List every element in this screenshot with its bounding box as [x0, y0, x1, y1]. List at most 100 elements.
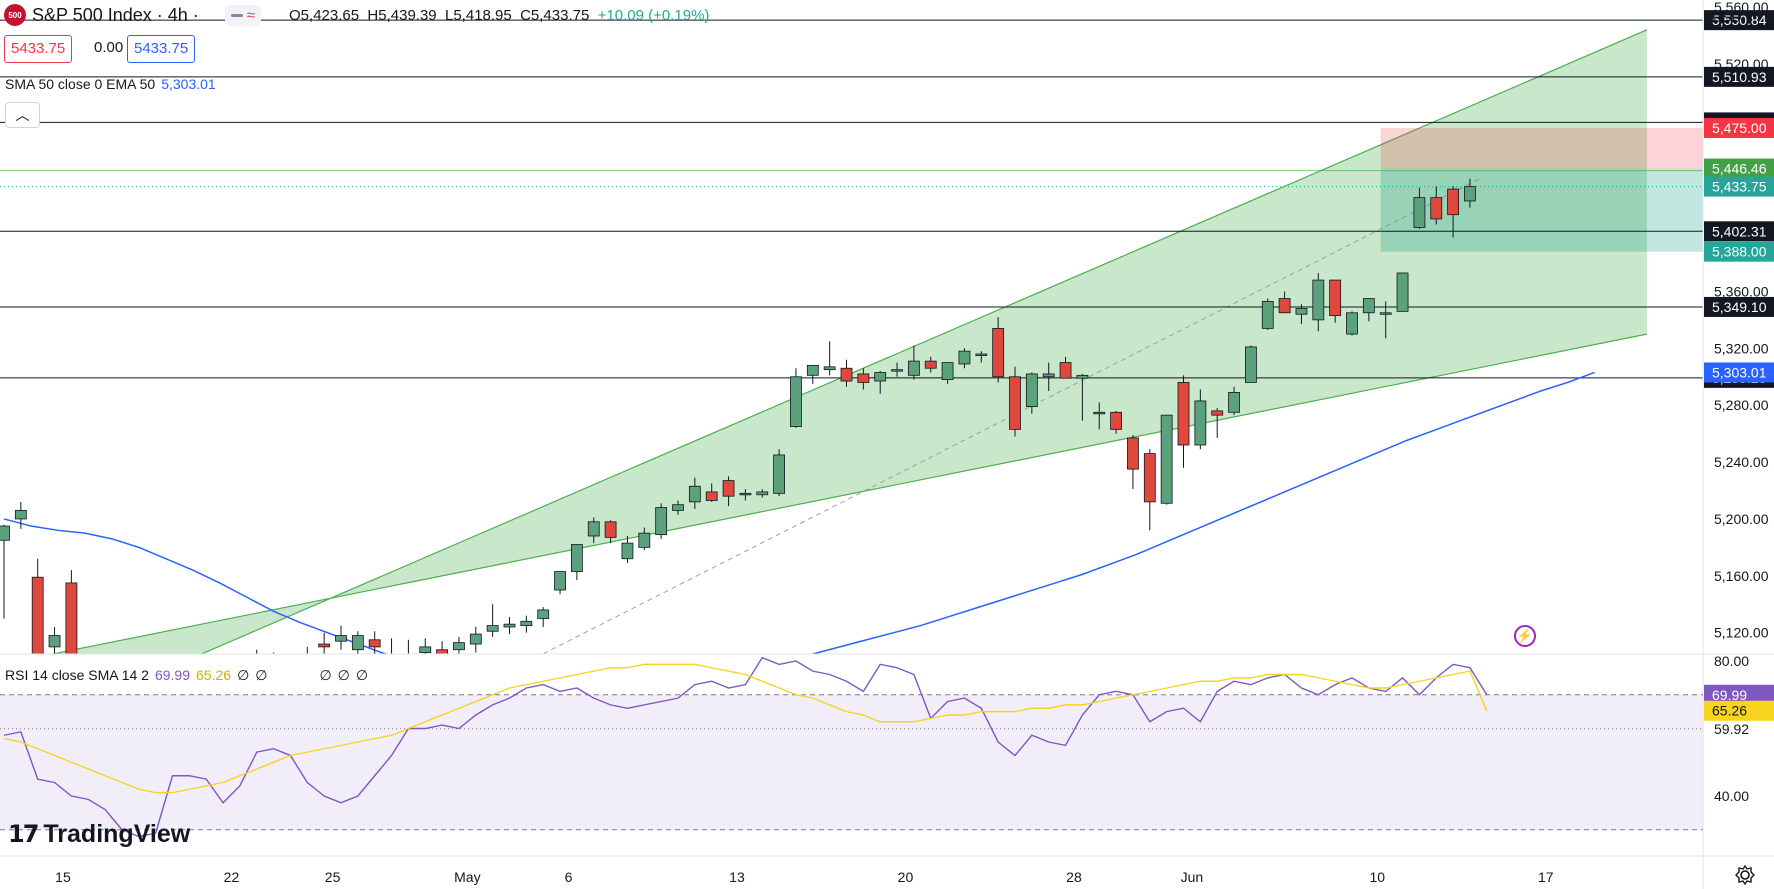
candle — [587, 517, 600, 544]
candle — [1379, 301, 1392, 339]
candle — [924, 356, 937, 373]
candle-body — [351, 635, 364, 651]
candle — [419, 638, 432, 654]
price-tag: 5,475.00 — [1712, 120, 1767, 136]
candle — [537, 607, 550, 627]
candle — [1177, 375, 1190, 468]
candle-body — [201, 690, 212, 693]
price-tag-bg — [1704, 176, 1774, 197]
candle-body — [655, 507, 668, 535]
price-tick-label: 5,280.00 — [1714, 397, 1769, 413]
candle — [1413, 187, 1426, 229]
level-price-tag: 5,349.10 — [1712, 299, 1767, 315]
time-tick-label: 28 — [1066, 869, 1082, 885]
candle — [1245, 345, 1257, 383]
candle — [503, 617, 516, 635]
candle-body — [773, 454, 785, 494]
candle — [520, 615, 533, 633]
candle — [1143, 449, 1156, 531]
candle — [1430, 186, 1443, 225]
candle-body — [48, 635, 61, 648]
candle — [1127, 435, 1139, 490]
candle-body — [1025, 373, 1038, 408]
candle — [941, 362, 954, 384]
candle-body — [958, 350, 971, 365]
rsi-value-tag: 65.26 — [1712, 703, 1747, 719]
rsi-sma-line — [3, 663, 1488, 794]
candle-body — [368, 639, 381, 648]
candle-body — [419, 646, 432, 653]
candle-body — [722, 480, 735, 497]
candle — [0, 524, 10, 619]
tradingview-logo: 𝟭𝟳 TradingView — [8, 820, 190, 849]
rsi-pane — [0, 656, 1703, 838]
sma-legend[interactable]: SMA 50 close 0 EMA 50 5,303.01 — [5, 76, 216, 92]
regression-channel — [52, 29, 1647, 654]
candle-body — [1211, 410, 1224, 416]
time-tick-label: 13 — [729, 869, 745, 885]
candle — [554, 571, 566, 595]
rsi-legend[interactable]: RSI 14 close SMA 14 2 69.99 65.26 ∅ ∅ ∅ ∅ ∅ — [5, 667, 368, 684]
price-tick-label: 5,120.00 — [1714, 625, 1769, 641]
tradingview-mark-icon: 𝟭𝟳 — [8, 821, 39, 848]
level-price-tag: 5,550.84 — [1712, 12, 1767, 28]
candle-body — [1143, 453, 1156, 503]
candle-body — [486, 625, 499, 632]
candle-body — [1194, 400, 1207, 446]
candle-body — [65, 582, 78, 654]
candle — [722, 476, 735, 507]
buy-button[interactable]: 5433.75 — [127, 35, 196, 63]
ohlc-low: L5,418.95 — [445, 6, 512, 24]
sell-button[interactable]: 5433.75 — [4, 35, 73, 63]
ohlc-close: C5,433.75 — [520, 6, 590, 24]
candle — [1160, 414, 1173, 505]
candle-body — [688, 485, 701, 503]
currency-selector[interactable]: USD ▼ — [1712, 6, 1772, 28]
candle — [1093, 402, 1106, 430]
rsi-line — [3, 656, 1488, 838]
candle-body — [705, 491, 718, 501]
rsi-legend-empty-3: ∅ — [319, 667, 332, 683]
candle — [1278, 291, 1291, 314]
candle-body — [1447, 188, 1459, 216]
time-tick-label: 17 — [1538, 869, 1554, 885]
settings-gear-icon[interactable] — [1734, 864, 1756, 886]
candle — [823, 341, 836, 376]
candle-body — [1042, 373, 1055, 378]
market-status[interactable]: ≈ — [224, 4, 262, 26]
ohlc-change: +10.09 (+0.19%) — [597, 6, 710, 24]
candle — [368, 631, 381, 654]
candle — [1329, 279, 1342, 323]
price-tag-bg — [1704, 362, 1774, 383]
candle-body — [1177, 382, 1190, 446]
candle-body — [1312, 279, 1325, 321]
candle-body — [1110, 411, 1122, 430]
candle — [335, 625, 347, 650]
candle — [891, 362, 903, 377]
candle-body — [571, 544, 583, 572]
candle — [436, 641, 449, 654]
time-tick-label: 6 — [565, 869, 573, 885]
rsi-band — [0, 694, 1703, 830]
candle-body — [318, 643, 331, 648]
wave-icon: ≈ — [246, 6, 256, 24]
lightning-icon[interactable]: ⚡ — [1514, 625, 1536, 647]
candle-body — [857, 373, 870, 383]
candle-body — [638, 532, 651, 548]
chart-header: 500 S&P 500 Index · 4h · ≈ O5,423.65 H5,… — [4, 4, 709, 26]
collapse-legend-button[interactable]: ︿ — [5, 102, 40, 128]
candle-body — [924, 360, 937, 369]
sma-legend-value: 5,303.01 — [161, 76, 216, 92]
candle-body — [1379, 312, 1392, 315]
tradingview-wordmark: TradingView — [43, 820, 191, 848]
rsi-legend-label: RSI 14 close SMA 14 2 — [5, 667, 149, 683]
candle-body — [554, 571, 566, 591]
symbol-title[interactable]: S&P 500 Index · 4h · — [32, 4, 199, 25]
rsi-legend-empty-4: ∅ — [337, 667, 350, 683]
candle-body — [335, 635, 347, 642]
candle — [48, 626, 61, 654]
candle-body — [386, 657, 397, 661]
candle-body — [14, 510, 27, 520]
candle — [790, 368, 802, 428]
